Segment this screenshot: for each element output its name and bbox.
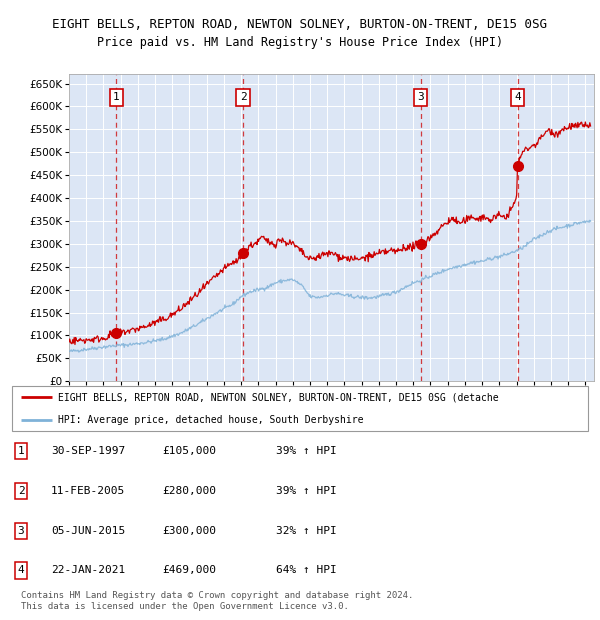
Text: 22-JAN-2021: 22-JAN-2021 [51,565,125,575]
Text: 1: 1 [113,92,120,102]
Text: 64% ↑ HPI: 64% ↑ HPI [276,565,337,575]
Text: 39% ↑ HPI: 39% ↑ HPI [276,446,337,456]
Text: This data is licensed under the Open Government Licence v3.0.: This data is licensed under the Open Gov… [21,602,349,611]
Text: 11-FEB-2005: 11-FEB-2005 [51,486,125,496]
Text: 39% ↑ HPI: 39% ↑ HPI [276,486,337,496]
Text: 4: 4 [17,565,25,575]
Text: Price paid vs. HM Land Registry's House Price Index (HPI): Price paid vs. HM Land Registry's House … [97,36,503,48]
Text: EIGHT BELLS, REPTON ROAD, NEWTON SOLNEY, BURTON-ON-TRENT, DE15 0SG: EIGHT BELLS, REPTON ROAD, NEWTON SOLNEY,… [53,19,548,31]
Text: 2: 2 [240,92,247,102]
Text: 30-SEP-1997: 30-SEP-1997 [51,446,125,456]
Text: 05-JUN-2015: 05-JUN-2015 [51,526,125,536]
Text: 2: 2 [17,486,25,496]
Text: Contains HM Land Registry data © Crown copyright and database right 2024.: Contains HM Land Registry data © Crown c… [21,591,413,600]
Text: £469,000: £469,000 [162,565,216,575]
Text: HPI: Average price, detached house, South Derbyshire: HPI: Average price, detached house, Sout… [58,415,364,425]
FancyBboxPatch shape [12,386,588,431]
Text: 1: 1 [17,446,25,456]
Text: 3: 3 [17,526,25,536]
Text: 32% ↑ HPI: 32% ↑ HPI [276,526,337,536]
Text: £280,000: £280,000 [162,486,216,496]
Text: £105,000: £105,000 [162,446,216,456]
Text: 3: 3 [417,92,424,102]
Text: EIGHT BELLS, REPTON ROAD, NEWTON SOLNEY, BURTON-ON-TRENT, DE15 0SG (detache: EIGHT BELLS, REPTON ROAD, NEWTON SOLNEY,… [58,392,499,402]
Text: 4: 4 [514,92,521,102]
Text: £300,000: £300,000 [162,526,216,536]
